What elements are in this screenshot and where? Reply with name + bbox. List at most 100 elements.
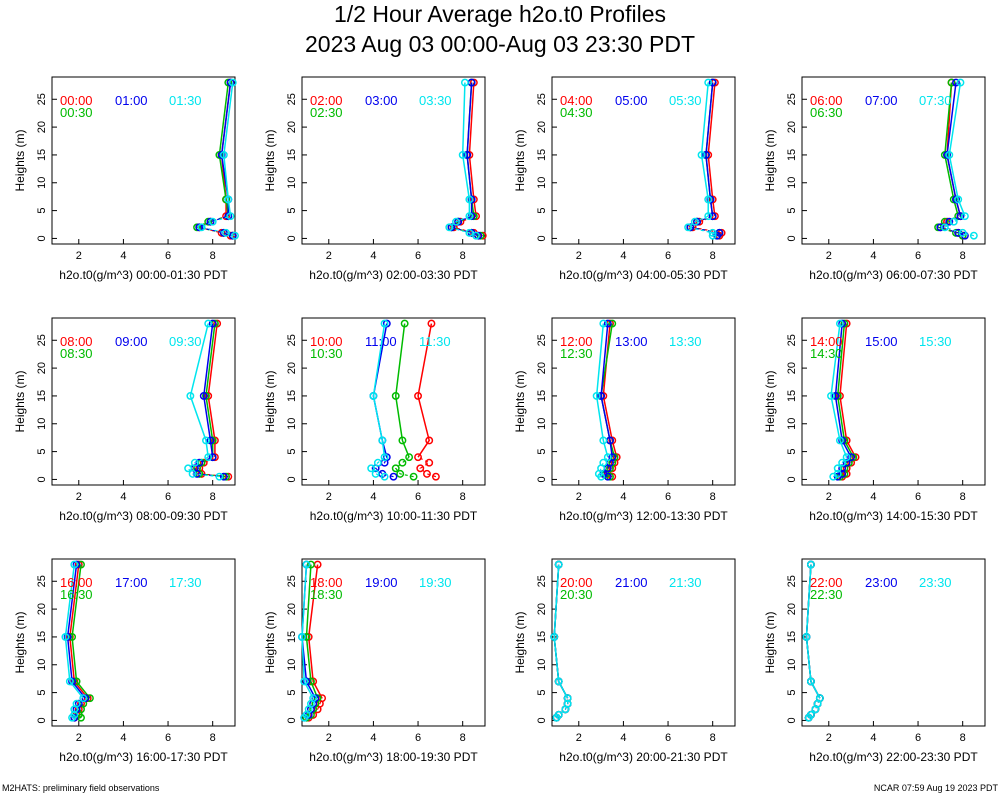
x-tick-label: 4 [620,732,626,744]
data-point [465,228,474,237]
x-tick-label: 8 [460,491,466,503]
x-axis-label: h2o.t0(g/m^3) 18:00-19:30 PDT [309,750,478,764]
series-line [705,82,714,217]
legend-label: 12:00 [560,334,593,349]
y-axis-label: Heights (m) [13,129,27,191]
x-tick-label: 2 [76,250,82,262]
y-axis-label: Heights (m) [763,129,777,191]
data-point [838,464,847,473]
x-tick-label: 8 [710,732,716,744]
series-line-lower [598,456,609,478]
series-line-lower [196,456,227,478]
legend-label: 16:30 [60,587,93,602]
profile-panel-8: 2 4 6 8 0 5 10 15 20 25 h2o.t0(g/m^3) 14:00-15:30 … [763,317,986,523]
series-line [417,323,433,458]
x-tick-label: 6 [915,491,921,503]
legend-label: 10:00 [310,334,343,349]
chart-subtitle: 2023 Aug 03 00:00-Aug 03 23:30 PDT [304,31,696,57]
series-line-lower [308,697,323,719]
legend-label: 08:00 [60,334,93,349]
series-line [218,82,230,217]
y-tick-label: 20 [36,603,48,615]
series-line [64,564,84,699]
series-line-lower [686,215,714,236]
data-point [224,195,233,204]
y-tick-label: 10 [536,418,548,430]
x-tick-label: 6 [165,732,171,744]
data-point [684,223,693,232]
data-point [842,453,851,462]
x-axis-label: h2o.t0(g/m^3) 02:00-03:30 PDT [309,268,478,282]
y-tick-label: 5 [36,690,48,696]
data-point [603,319,612,328]
data-point [416,464,425,473]
x-tick-label: 8 [710,250,716,262]
data-point [563,699,572,708]
y-tick-label: 15 [536,631,548,643]
y-tick-label: 20 [536,603,548,615]
legend-label: 04:30 [560,105,593,120]
x-axis-label: h2o.t0(g/m^3) 10:00-11:30 PDT [310,509,478,523]
legend-label: 23:30 [919,575,952,590]
series-line-lower [837,456,852,478]
profile-panel-9: 2 4 6 8 0 5 10 15 20 25 h2o.t0(g/m^3) 16:00-17:30 … [13,558,236,764]
data-point [940,223,949,232]
plot-frame [301,317,486,486]
series-line [220,82,232,217]
data-point [72,699,81,708]
data-point [409,472,418,481]
x-tick-label: 8 [710,491,716,503]
profile-panel-6: 2 4 6 8 0 5 10 15 20 25 h2o.t0(g/m^3) 10:00-11:30 … [263,317,486,523]
y-tick-label: 0 [536,476,548,482]
y-tick-label: 15 [786,390,798,402]
data-point [380,453,389,462]
legend-label: 00:30 [60,105,93,120]
x-tick-label: 4 [120,491,126,503]
data-point [708,78,717,87]
series-line [805,564,821,699]
footer-timestamp: NCAR 07:59 Aug 19 2023 PDT [873,783,998,793]
y-tick-label: 0 [286,476,298,482]
y-axis-label: Heights (m) [13,370,27,432]
y-tick-label: 25 [36,575,48,587]
profile-panel-1: 2 4 6 8 0 5 10 15 20 25 h2o.t0(g/m^3) 00:00-01:30 … [13,76,239,282]
series-line [205,323,216,458]
data-point [298,632,306,641]
data-point [215,472,224,481]
y-tick-label: 20 [36,362,48,374]
x-axis-label: h2o.t0(g/m^3) 16:00-17:30 PDT [59,750,228,764]
data-point [704,78,713,87]
x-tick-label: 8 [960,491,966,503]
y-tick-label: 20 [786,603,798,615]
y-tick-label: 10 [536,659,548,671]
y-axis-label: Heights (m) [513,370,527,432]
data-point [690,217,699,226]
legend-label: 03:30 [419,93,452,108]
x-tick-label: 8 [210,732,216,744]
x-tick-label: 4 [370,491,376,503]
data-point [954,195,963,204]
x-axis-label: h2o.t0(g/m^3) 06:00-07:30 PDT [809,268,978,282]
data-point [371,469,380,478]
data-point [188,469,197,478]
y-axis-label: Heights (m) [513,129,527,191]
data-point [827,391,835,400]
data-point [947,78,956,87]
x-tick-label: 2 [576,491,582,503]
data-point [414,453,422,462]
data-point [835,319,844,328]
y-tick-label: 5 [536,690,548,696]
legend-label: 07:00 [865,93,898,108]
series-line [948,82,966,217]
x-tick-label: 4 [870,250,876,262]
data-point [847,453,856,462]
y-tick-label: 10 [786,177,798,189]
x-tick-label: 4 [120,732,126,744]
series-line [305,564,319,699]
data-point [952,78,960,87]
y-tick-label: 10 [786,418,798,430]
x-tick-label: 4 [870,491,876,503]
series-line [66,564,87,699]
y-tick-label: 0 [786,476,798,482]
